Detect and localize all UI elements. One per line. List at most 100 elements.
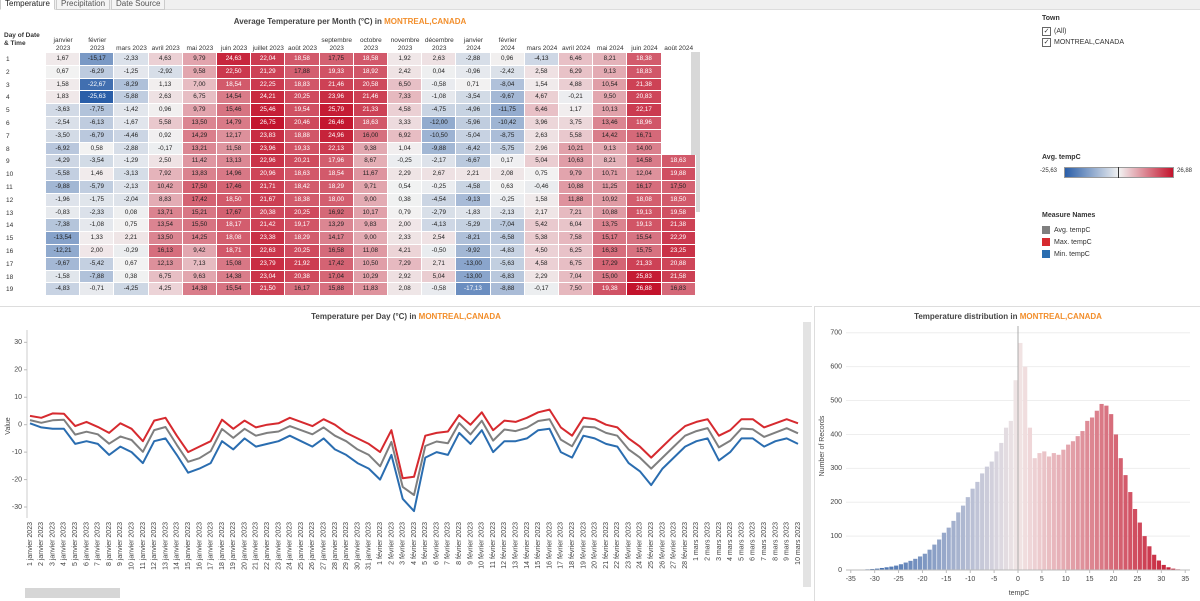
- cell-label: 21,38: [636, 81, 652, 88]
- cell-label: -9,92: [466, 247, 480, 254]
- heat-cell: 14,00: [627, 143, 661, 156]
- heatmap-panel: Average Temperature per Month (°C) in MO…: [0, 12, 702, 305]
- heat-cell: 14,38: [183, 283, 217, 296]
- heat-cell: 16,00: [354, 130, 388, 143]
- cell-label: -22,67: [88, 81, 106, 88]
- histogram-bar: [966, 497, 970, 570]
- heat-cell: -9,67: [46, 258, 80, 271]
- heat-cell: 18,63: [285, 168, 319, 181]
- x-tick-label: 17 janvier 2023: [208, 522, 215, 570]
- filter-title: Town: [1042, 15, 1060, 22]
- cell-label: 11,88: [568, 196, 583, 203]
- heat-cell: 2,92: [388, 271, 422, 284]
- cell-label: 0,54: [398, 183, 410, 190]
- heat-cell: 25,46: [251, 104, 285, 117]
- cell-label: 2,29: [535, 273, 547, 280]
- y-tick-label: 500: [830, 397, 842, 404]
- cell-label: 7,13: [193, 260, 205, 267]
- heat-cell: 7,92: [149, 168, 183, 181]
- histogram-bar: [1095, 411, 1099, 570]
- scrollbar[interactable]: [803, 322, 811, 587]
- cell-label: 0,75: [535, 170, 547, 177]
- histogram-bar: [1128, 492, 1132, 570]
- tab[interactable]: Temperature: [0, 0, 55, 10]
- cell-label: 9,79: [193, 55, 205, 62]
- cell-label: 9,38: [364, 145, 376, 152]
- row-header: 9: [6, 158, 10, 165]
- cell-label: -2,88: [124, 145, 138, 152]
- cell-label: 1,33: [91, 234, 103, 241]
- cell-label: 23,79: [260, 260, 276, 267]
- heat-cell: 20,38: [251, 207, 285, 220]
- y-tick-label: 700: [830, 330, 842, 337]
- cell-label: -2,88: [466, 55, 480, 62]
- cell-label: 4,25: [159, 285, 171, 292]
- cell-label: 0,58: [91, 145, 103, 152]
- tab[interactable]: Precipitation: [56, 0, 110, 10]
- heat-cell: -0,58: [422, 283, 456, 296]
- cell-label: 23,38: [260, 234, 276, 241]
- heat-cell: 19,17: [285, 219, 319, 232]
- y-tick-label: -30: [12, 504, 22, 511]
- cell-label: 2,33: [398, 234, 410, 241]
- heat-cell: 17,42: [183, 194, 217, 207]
- cell-label: -1,08: [432, 93, 446, 100]
- cell-label: -3,13: [124, 170, 138, 177]
- heat-cell: 2,17: [525, 207, 559, 220]
- cell-label: 7,00: [193, 81, 205, 88]
- scrollbar[interactable]: [25, 588, 120, 598]
- cell-label: 7,33: [398, 93, 410, 100]
- cell-label: 20,83: [636, 93, 652, 100]
- heatmap-title: Average Temperature per Month (°C) in MO…: [0, 17, 700, 26]
- heat-cell: 16,33: [593, 245, 627, 258]
- histogram-bar: [971, 489, 975, 570]
- cell-label: 0,75: [125, 221, 137, 228]
- x-tick-label: 13 février 2023: [512, 522, 519, 569]
- heat-cell: -15,17: [80, 53, 114, 66]
- cell-label: -5,04: [466, 132, 480, 139]
- heat-cell: -9,92: [456, 245, 490, 258]
- cell-label: 0,63: [501, 183, 513, 190]
- x-tick-label: 22 février 2023: [614, 522, 621, 569]
- filter-option[interactable]: ✓(All): [1042, 27, 1066, 36]
- tab-bar: Temperature Precipitation Date Source: [0, 0, 1200, 10]
- heat-cell: 0,79: [388, 207, 422, 220]
- heat-cell: 26,75: [251, 117, 285, 130]
- tab[interactable]: Date Source: [111, 0, 165, 10]
- heat-cell: 14,29: [183, 130, 217, 143]
- histogram-bar: [1042, 451, 1046, 570]
- heat-cell: -7,04: [491, 219, 525, 232]
- heat-cell: -2,88: [456, 53, 490, 66]
- heat-cell: -3,54: [80, 155, 114, 168]
- heat-cell: -9,88: [46, 181, 80, 194]
- cell-label: 9,50: [604, 93, 616, 100]
- histogram-bar: [994, 451, 998, 570]
- heat-cell: 7,29: [388, 258, 422, 271]
- filter-option[interactable]: ✓MONTREAL,CANADA: [1042, 38, 1124, 47]
- row-header: 3: [6, 82, 10, 89]
- heat-cell: 13,83: [183, 168, 217, 181]
- legend-item: Min. tempC: [1042, 248, 1192, 260]
- heat-cell: -1,25: [114, 66, 148, 79]
- cell-label: -9,88: [55, 183, 69, 190]
- cell-label: 10,17: [363, 209, 379, 216]
- cell-label: -4,13: [534, 55, 548, 62]
- cell-label: -7,88: [90, 273, 104, 280]
- heat-cell: 19,13: [627, 219, 661, 232]
- cell-label: -5,42: [90, 260, 104, 267]
- cell-label: 2,63: [159, 93, 171, 100]
- x-tick-label: 20 janvier 2023: [241, 522, 248, 570]
- heat-cell: 8,21: [593, 155, 627, 168]
- heat-cell: -4,25: [114, 283, 148, 296]
- cell-label: 10,88: [602, 209, 618, 216]
- cell-label: 13,71: [157, 209, 173, 216]
- histogram-bar: [1123, 475, 1127, 570]
- heat-cell: 0,92: [149, 130, 183, 143]
- cell-label: -0,25: [432, 183, 446, 190]
- x-tick-label: 23 janvier 2023: [275, 522, 282, 570]
- x-tick-label: 3 mars 2023: [716, 522, 723, 561]
- heat-cell: 1,17: [559, 104, 593, 117]
- cell-label: -0,83: [55, 209, 69, 216]
- cell-label: 16,00: [363, 132, 379, 139]
- cell-label: 17,42: [192, 196, 208, 203]
